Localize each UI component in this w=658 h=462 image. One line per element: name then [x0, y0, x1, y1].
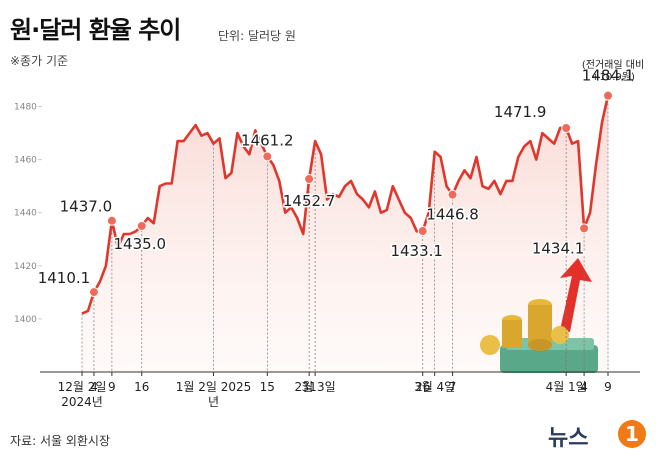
- point: [561, 123, 572, 134]
- point: [136, 221, 147, 231]
- x-tick-label: 4: [90, 380, 98, 394]
- last-note: (전거래일 대비 +10.9원): [581, 60, 645, 83]
- x-tick-label: 15: [259, 380, 275, 394]
- x-tick-label: 9: [604, 380, 612, 394]
- value-label: 1410.1: [38, 269, 91, 287]
- value-label: 1452.7: [283, 192, 336, 210]
- value-label: 1433.1: [390, 242, 443, 260]
- value-label: 1437.0: [60, 198, 113, 216]
- value-label: 1471.9: [494, 103, 547, 121]
- point: [88, 287, 99, 298]
- line: [81, 95, 610, 315]
- x-tick-label: 1월 2일 2025년: [175, 380, 252, 409]
- x-tick-label: 4월 1일: [545, 380, 587, 394]
- value-label: 1446.8: [426, 206, 479, 224]
- point: [417, 226, 428, 237]
- note: ※종가 기준: [10, 54, 69, 68]
- point: [603, 90, 613, 101]
- point: [262, 151, 273, 162]
- y-tick-label: 1460: [14, 156, 37, 166]
- logo-mark: 1: [618, 420, 646, 448]
- subtitle: 단위: 달러당 원: [218, 29, 296, 43]
- x-tick-label: 16: [134, 380, 150, 394]
- value-label: 1434.1: [532, 239, 585, 257]
- x-tick-label: 3월 4일: [414, 380, 456, 394]
- x-tick-label: 4: [580, 380, 588, 394]
- value-label: 1484.1: [582, 67, 635, 85]
- y-tick-label: 1480: [14, 103, 37, 113]
- point: [447, 189, 458, 200]
- x-tick-label: 26: [415, 380, 431, 394]
- x-tick-label: 2월 3일: [294, 380, 336, 394]
- x-tick-label: 9: [108, 380, 116, 394]
- x-tick-label: 31: [301, 380, 317, 394]
- y-tick-label: 1420: [14, 262, 37, 272]
- value-label: 1435.0: [114, 235, 167, 253]
- point: [106, 215, 117, 226]
- x-tick-label: 12월 2일 2024년: [57, 380, 107, 409]
- x-tick-label: 7: [448, 380, 457, 394]
- y-tick-label: 1400: [14, 315, 37, 325]
- value-label: 1461.2: [241, 131, 294, 149]
- y-tick-label: 1440: [14, 209, 37, 219]
- source: 자료: 서울 외환시장: [10, 434, 110, 448]
- coins-illustration: [480, 258, 598, 373]
- point: [304, 174, 315, 185]
- logo: 뉴스: [548, 426, 589, 451]
- chart-title: 원·달러 환율 추이: [10, 16, 181, 44]
- point: [579, 223, 590, 234]
